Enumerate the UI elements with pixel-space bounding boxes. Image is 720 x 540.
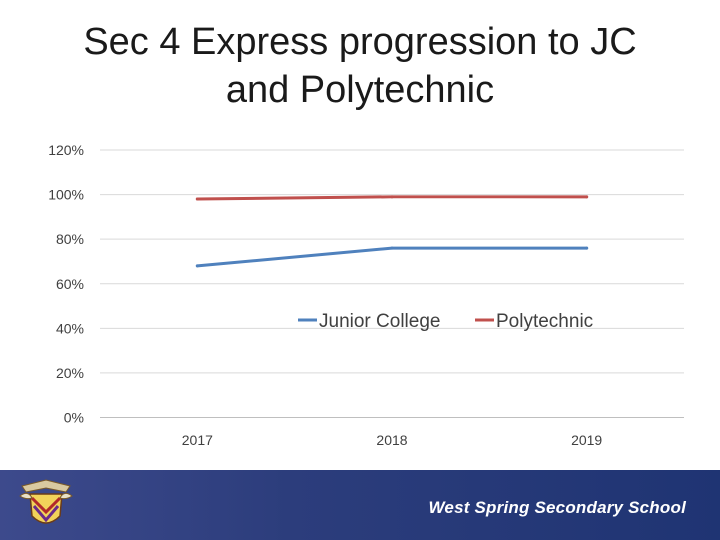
line-chart: 0% 20% 40% 60% 80% 100% 120% 2017 2018 2019 Juni…: [48, 142, 684, 448]
legend-label: Polytechnic: [496, 311, 593, 332]
title-line-1: Sec 4 Express progression to JC: [83, 21, 637, 63]
data-point: [585, 195, 589, 199]
slide-title: Sec 4 Express progression to JC and Poly…: [0, 18, 720, 114]
legend-label: Junior College: [319, 311, 440, 332]
data-point: [390, 246, 394, 250]
y-tick-label: 20%: [56, 365, 84, 381]
y-tick-label: 0%: [64, 410, 84, 426]
x-tick-label: 2019: [571, 432, 602, 448]
school-crest-icon: [19, 479, 73, 524]
x-tick-label: 2018: [376, 432, 407, 448]
gridlines: [100, 149, 684, 418]
series-lines: [195, 195, 589, 268]
series-junior-college: [195, 246, 589, 268]
legend-item: Junior College: [298, 311, 440, 332]
school-name: West Spring Secondary School: [428, 498, 686, 517]
y-tick-label: 40%: [56, 320, 84, 336]
legend: Junior College Polytechnic: [298, 311, 593, 332]
y-tick-label: 120%: [48, 142, 84, 158]
data-point: [195, 264, 199, 268]
data-point: [390, 195, 394, 199]
data-point: [585, 246, 589, 250]
series-line: [195, 246, 589, 268]
y-tick-label: 60%: [56, 276, 84, 292]
x-tick-label: 2017: [182, 432, 213, 448]
footer-banner: West Spring Secondary School: [0, 470, 720, 540]
y-tick-label: 80%: [56, 231, 84, 247]
series-polytechnic: [195, 195, 589, 201]
legend-item: Polytechnic: [475, 311, 593, 332]
y-axis-ticks: 0% 20% 40% 60% 80% 100% 120%: [48, 142, 84, 426]
x-axis-ticks: 2017 2018 2019: [182, 432, 603, 448]
data-point: [195, 197, 199, 201]
y-tick-label: 100%: [48, 187, 84, 203]
title-line-2: and Polytechnic: [225, 69, 495, 111]
